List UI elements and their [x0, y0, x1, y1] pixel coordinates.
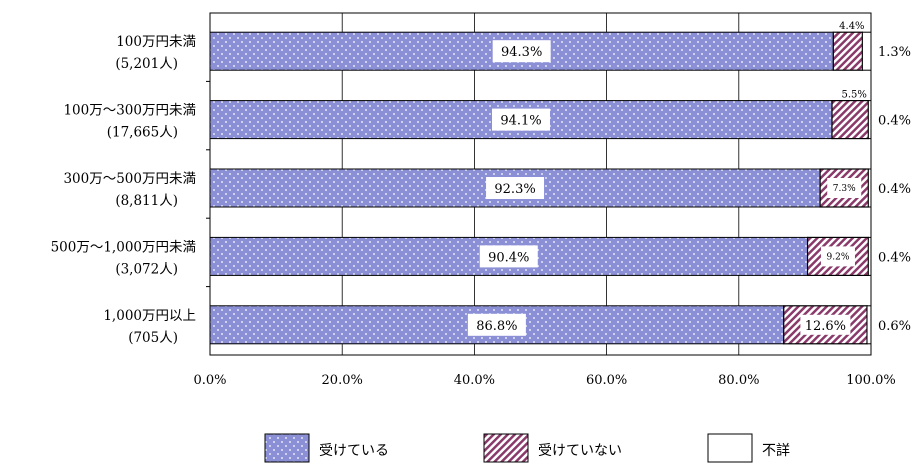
data-label-unknown-0: 1.3%: [878, 45, 911, 60]
bar-unknown-0: [861, 31, 872, 71]
category-label-1: 100万～300万円未満: [63, 103, 196, 119]
category-count-1: (17,665人): [107, 125, 178, 141]
data-label-not-received-0: 4.4%: [839, 21, 864, 32]
x-tick-label-3: 60.0%: [586, 373, 627, 388]
category-label-2: 300万～500万円未満: [63, 171, 196, 187]
legend-swatch-not-received: [483, 433, 529, 463]
x-tick-label-0: 0.0%: [193, 373, 226, 388]
bar-unknown-3: [867, 236, 872, 276]
legend-label-received: 受けている: [319, 443, 389, 459]
bar-not-received-0: [832, 31, 864, 71]
bar-not-received-1: [831, 99, 869, 140]
x-tick-label-5: 100.0%: [846, 373, 896, 388]
legend-label-unknown: 不詳: [762, 443, 790, 459]
category-count-3: (3,072人): [115, 261, 178, 277]
category-label-4: 1,000万円以上: [103, 308, 196, 324]
axes: 0.0% 20.0% 40.0% 60.0% 80.0% 100.0% 100万円未満 (5,…: [51, 34, 896, 388]
data-label-box-0: [492, 40, 551, 63]
category-label-3: 500万～1,000万円未満: [51, 239, 196, 255]
data-label-received-1: 94.1%: [500, 114, 541, 129]
x-tick-label-2: 40.0%: [454, 373, 495, 388]
data-label-not-received-1: 5.5%: [841, 90, 866, 101]
data-label-not-received-4: 12.6%: [805, 319, 846, 334]
data-label-unknown-2: 0.4%: [878, 182, 911, 197]
data-label-received-0: 94.3%: [501, 45, 542, 60]
data-labels: 94.3% 4.4% 1.3% 94.1% 5.5% 0.4% 92.3% 7.3% 0.4% 9…: [467, 21, 911, 336]
data-label-received-3: 90.4%: [488, 250, 529, 265]
x-tick-label-4: 80.0%: [718, 373, 759, 388]
data-label-box-not-received-2: [827, 178, 862, 198]
data-label-box-1: [492, 108, 551, 131]
data-label-unknown-4: 0.6%: [878, 319, 911, 334]
data-label-received-4: 86.8%: [476, 319, 517, 334]
x-tick-label-1: 20.0%: [322, 373, 363, 388]
legend-swatch-received: [264, 433, 310, 463]
category-count-2: (8,811人): [115, 193, 178, 209]
data-label-box-not-received-4: [800, 314, 851, 335]
category-label-0: 100万円未満: [116, 34, 196, 50]
data-label-unknown-3: 0.4%: [878, 250, 911, 265]
data-label-not-received-2: 7.3%: [833, 184, 856, 194]
legend-label-not-received: 受けていない: [538, 443, 622, 459]
data-label-not-received-3: 9.2%: [827, 252, 850, 262]
bar-unknown-4: [866, 305, 872, 345]
legend-swatch-unknown: [707, 433, 753, 463]
data-label-box-4: [467, 313, 526, 336]
data-label-box-3: [479, 245, 538, 268]
data-label-unknown-1: 0.4%: [878, 114, 911, 129]
legend: 受けている 受けていない 不詳: [264, 433, 790, 463]
bar-unknown-1: [867, 100, 872, 140]
category-count-4: (705人): [128, 330, 178, 346]
data-label-box-2: [486, 177, 545, 199]
bar-unknown-2: [867, 168, 872, 208]
data-label-received-2: 92.3%: [494, 182, 535, 197]
category-count-0: (5,201人): [115, 56, 178, 72]
data-label-box-not-received-3: [820, 246, 855, 267]
